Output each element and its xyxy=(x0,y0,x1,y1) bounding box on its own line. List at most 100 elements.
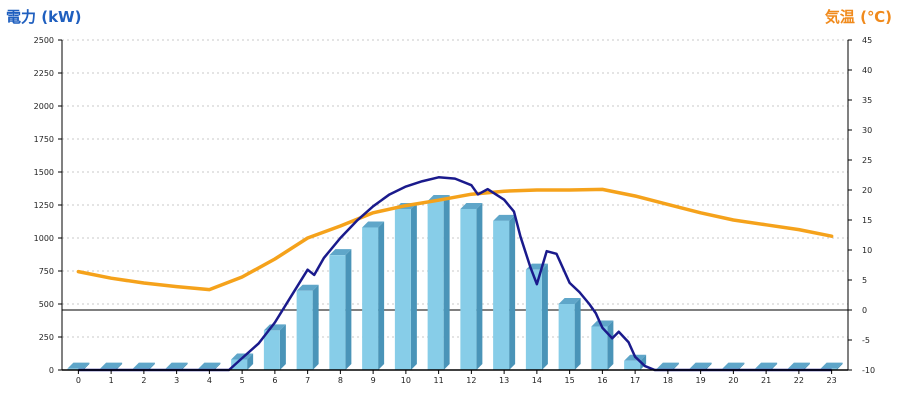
bar-top xyxy=(296,284,319,291)
x-tick-label: 10 xyxy=(401,376,411,385)
bar-side xyxy=(574,298,581,370)
x-tick-label: 16 xyxy=(597,376,607,385)
left-tick-label: 1000 xyxy=(34,234,54,243)
axes xyxy=(58,39,852,374)
x-tick-label: 13 xyxy=(499,376,509,385)
x-tick-label: 23 xyxy=(827,376,837,385)
bar-side xyxy=(738,362,745,370)
left-tick-label: 2000 xyxy=(34,102,54,111)
tick-labels: 02505007501000125015001750200022502500-1… xyxy=(34,36,875,385)
bar xyxy=(394,202,417,370)
temperature-line xyxy=(76,187,834,292)
bar-top xyxy=(689,362,712,369)
bar-top xyxy=(558,298,581,304)
x-tick-label: 18 xyxy=(663,376,673,385)
bar-top xyxy=(362,221,385,228)
bar-top xyxy=(820,362,843,369)
x-tick-label: 8 xyxy=(338,376,343,385)
bar-front xyxy=(329,255,346,370)
right-tick-label: 20 xyxy=(862,186,872,195)
right-tick-label: -10 xyxy=(862,366,875,375)
left-tick-label: 750 xyxy=(39,267,54,276)
right-tick-label: 5 xyxy=(862,276,867,285)
bar-side xyxy=(410,202,417,370)
bar-front xyxy=(427,201,444,370)
bar-side xyxy=(83,362,90,370)
right-tick-label: 0 xyxy=(862,306,867,315)
bar-front xyxy=(493,220,510,370)
x-tick-label: 14 xyxy=(532,376,542,385)
bar-front xyxy=(296,290,313,370)
bar xyxy=(493,214,516,370)
left-tick-label: 1500 xyxy=(34,168,54,177)
x-tick-label: 6 xyxy=(272,376,277,385)
x-tick-label: 17 xyxy=(630,376,640,385)
bar-front xyxy=(558,304,575,370)
bar-top xyxy=(787,362,810,369)
bar-top xyxy=(198,362,221,369)
right-axis-title: 気温 (℃) xyxy=(824,8,892,26)
x-tick-label: 21 xyxy=(761,376,771,385)
left-axis-title: 電力 (kW) xyxy=(6,8,82,26)
bar-front xyxy=(525,269,542,370)
bar xyxy=(558,298,581,370)
bar-front xyxy=(263,330,280,370)
left-tick-label: 500 xyxy=(39,300,54,309)
bar xyxy=(362,221,385,370)
bar-side xyxy=(378,221,385,370)
bar-top xyxy=(329,249,352,256)
bar-top xyxy=(132,362,155,369)
bar-front xyxy=(231,359,248,370)
bar-side xyxy=(640,354,647,370)
chart-lines xyxy=(76,176,834,372)
x-tick-label: 4 xyxy=(207,376,212,385)
grid-lines xyxy=(62,39,848,338)
right-tick-label: 25 xyxy=(862,156,872,165)
bar-top xyxy=(755,362,778,369)
bar-side xyxy=(509,214,516,370)
bar-side xyxy=(279,324,286,370)
bar xyxy=(329,249,352,370)
left-tick-label: 1250 xyxy=(34,201,54,210)
bar xyxy=(296,284,319,370)
bar-top xyxy=(67,362,90,369)
left-tick-label: 2250 xyxy=(34,69,54,78)
right-tick-label: 45 xyxy=(862,36,872,45)
x-tick-label: 3 xyxy=(174,376,179,385)
right-tick-label: 15 xyxy=(862,216,872,225)
bar-side xyxy=(672,362,679,370)
x-tick-label: 9 xyxy=(371,376,376,385)
bar-side xyxy=(181,362,188,370)
x-tick-label: 12 xyxy=(466,376,476,385)
bar-side xyxy=(836,362,843,370)
bar-side xyxy=(705,362,712,370)
power-bars xyxy=(67,195,843,370)
bar-top xyxy=(722,362,745,369)
left-tick-label: 1750 xyxy=(34,135,54,144)
bar-side xyxy=(148,362,155,370)
x-tick-label: 1 xyxy=(109,376,114,385)
bar xyxy=(427,195,450,370)
bar-side xyxy=(476,202,483,370)
left-tick-label: 0 xyxy=(49,366,54,375)
bar xyxy=(231,353,254,370)
right-tick-label: 35 xyxy=(862,96,872,105)
x-tick-label: 19 xyxy=(696,376,706,385)
power-line xyxy=(78,176,832,372)
x-tick-label: 7 xyxy=(305,376,310,385)
x-tick-label: 5 xyxy=(240,376,245,385)
bar-front xyxy=(624,360,641,370)
bar-top xyxy=(231,353,254,360)
bar xyxy=(525,263,548,370)
bar-side xyxy=(771,362,778,370)
x-tick-label: 0 xyxy=(76,376,81,385)
left-tick-label: 250 xyxy=(39,333,54,342)
right-tick-label: 40 xyxy=(862,66,872,75)
x-tick-label: 15 xyxy=(565,376,575,385)
bar-side xyxy=(247,353,254,370)
bar-side xyxy=(803,362,810,370)
bar-side xyxy=(312,284,319,370)
bar-front xyxy=(394,208,411,370)
bar-top xyxy=(460,202,483,209)
